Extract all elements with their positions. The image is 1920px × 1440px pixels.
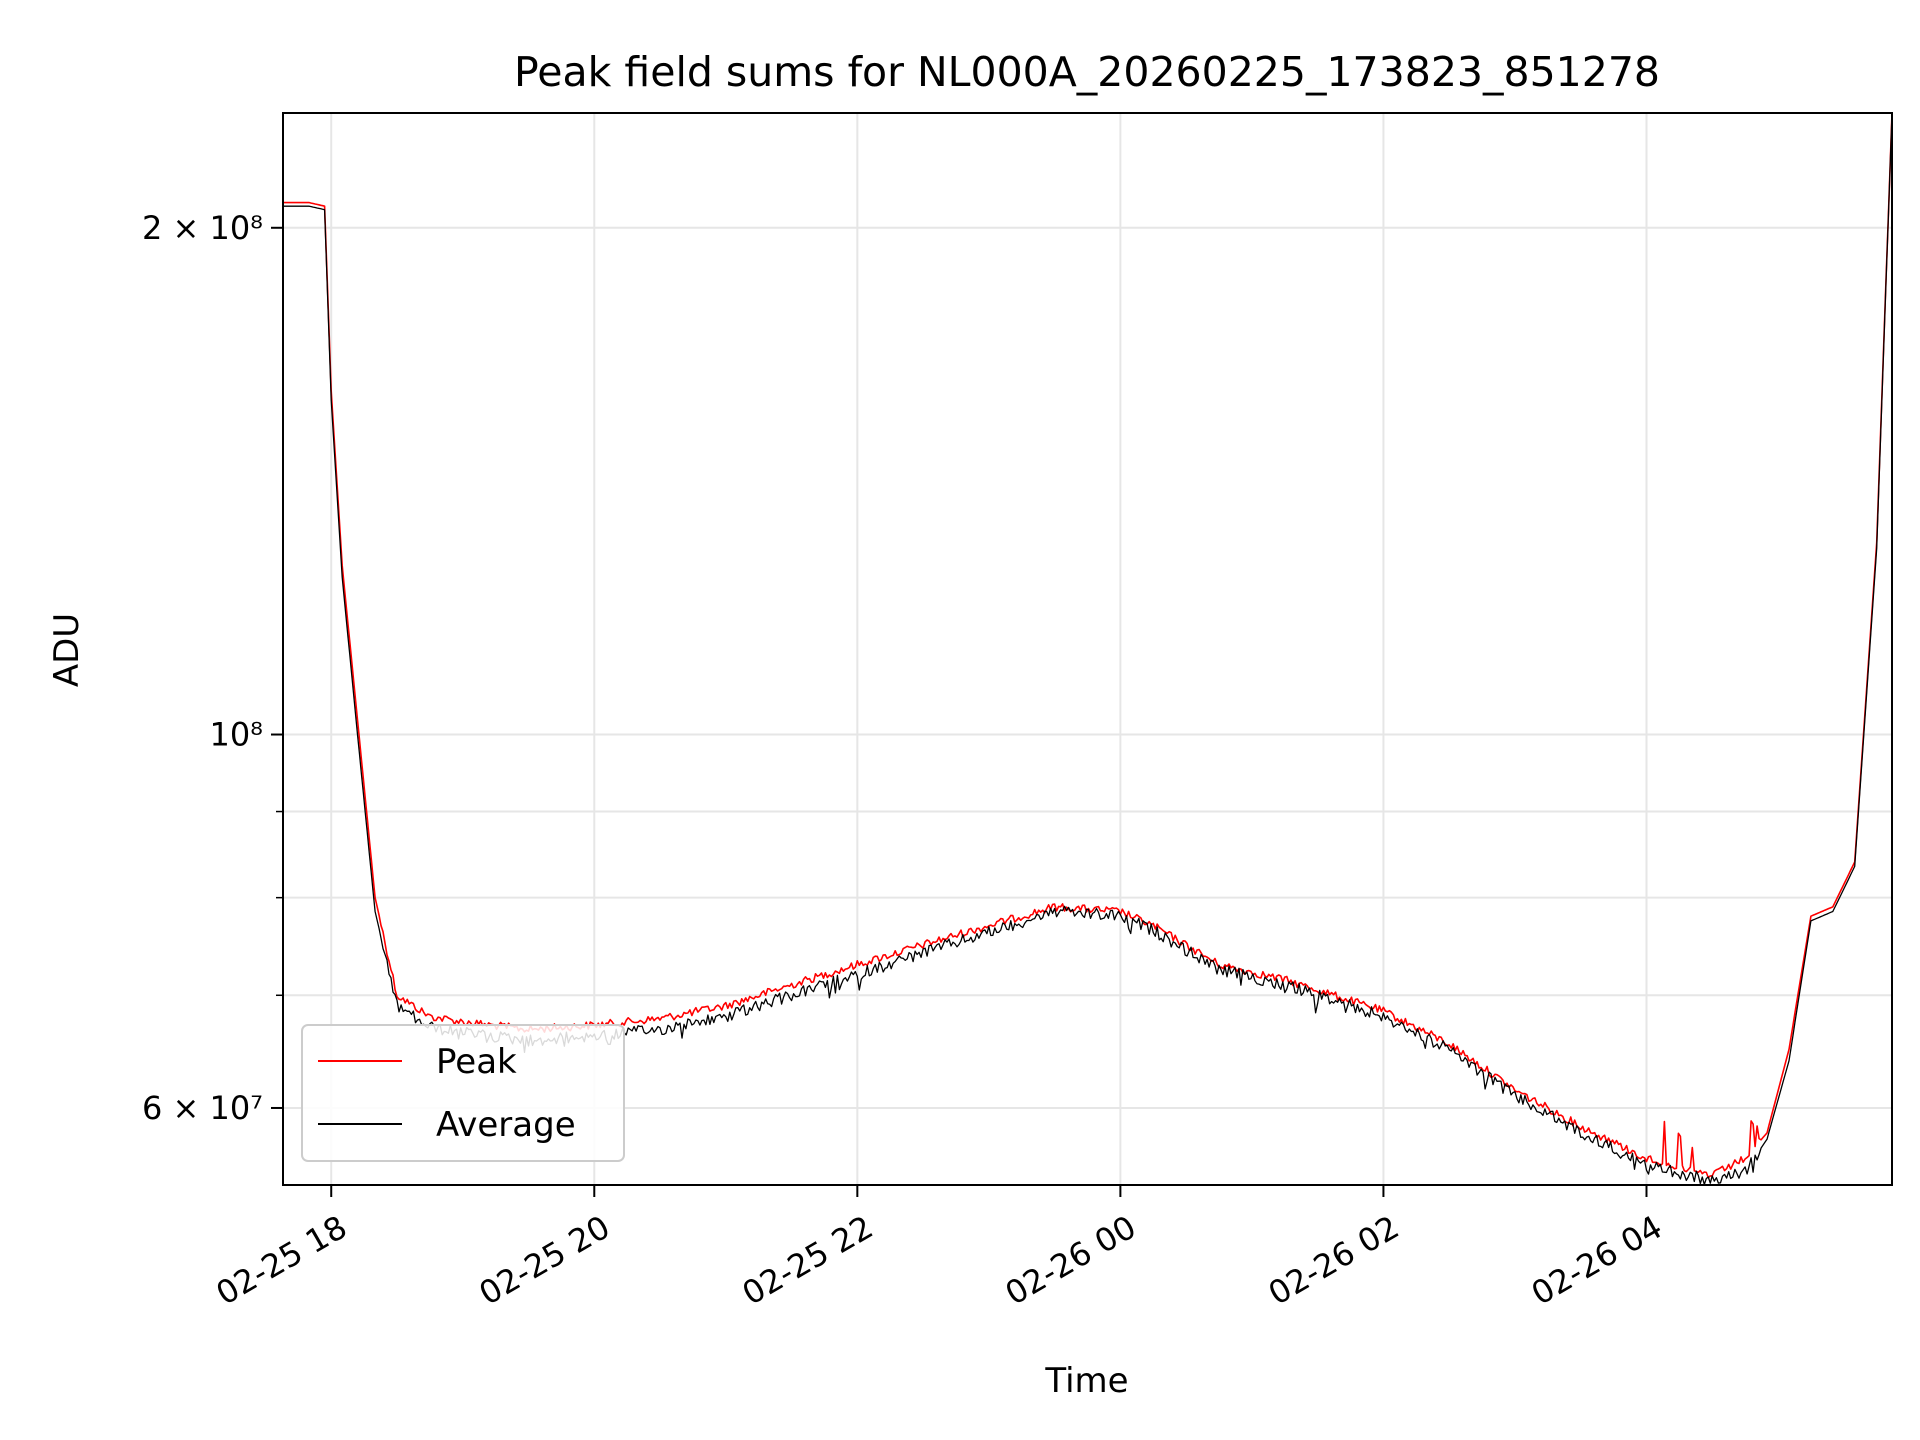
y-axis-label: ADU xyxy=(47,613,87,687)
y-tick-label: 2 × 10⁸ xyxy=(142,209,263,247)
legend-box xyxy=(301,1024,625,1162)
plot-frame xyxy=(282,112,1893,1186)
legend: Peak Average xyxy=(301,1024,625,1162)
legend-label-peak: Peak xyxy=(436,1042,517,1082)
grid-lines xyxy=(283,113,1892,1185)
chart-title: Peak field sums for NL000A_20260225_1738… xyxy=(514,48,1660,96)
y-tick-label: 10⁸ xyxy=(209,716,263,754)
x-axis-label: Time xyxy=(1044,1361,1128,1401)
y-tick-label: 6 × 10⁷ xyxy=(142,1089,263,1127)
legend-label-average: Average xyxy=(436,1105,576,1145)
